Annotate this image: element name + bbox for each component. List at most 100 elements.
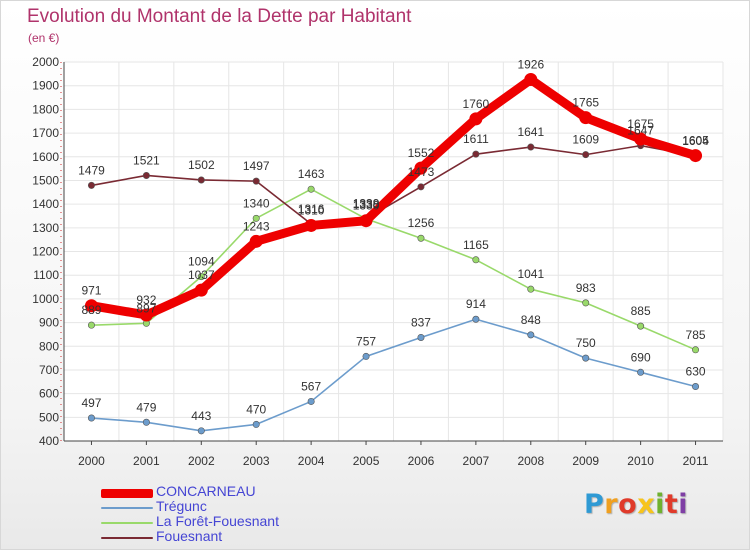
data-label: 750 <box>576 336 596 350</box>
legend-label-la-foret-fouesnant: La Forêt-Fouesnant <box>156 513 279 529</box>
y-tick-label: 1500 <box>32 173 59 187</box>
x-tick-label: 2003 <box>243 454 270 468</box>
logo-letter: P <box>584 489 605 520</box>
data-label: 983 <box>576 281 596 295</box>
data-point <box>582 354 590 362</box>
y-tick-label: 600 <box>39 387 59 401</box>
data-point <box>87 181 95 189</box>
y-tick-label: 1700 <box>32 126 59 140</box>
data-point <box>472 150 480 158</box>
y-tick-label: 1300 <box>32 221 59 235</box>
data-point <box>414 161 428 175</box>
data-label: 848 <box>521 313 541 327</box>
data-label: 497 <box>81 396 101 410</box>
data-point <box>582 299 590 307</box>
legend-swatch-la-foret-fouesnant <box>101 522 153 524</box>
data-label: 837 <box>411 315 431 329</box>
data-label: 1604 <box>682 134 709 148</box>
data-point <box>527 331 535 339</box>
data-label: 897 <box>136 301 156 315</box>
data-label: 889 <box>81 303 101 317</box>
data-label: 1675 <box>627 117 654 131</box>
data-label: 1641 <box>517 125 544 139</box>
data-point <box>142 418 150 426</box>
logo-letter: r <box>604 489 619 520</box>
x-tick-label: 2004 <box>298 454 325 468</box>
x-tick-label: 2002 <box>188 454 215 468</box>
data-point <box>582 151 590 159</box>
y-tick-label: 400 <box>39 434 59 448</box>
data-label: 479 <box>136 400 156 414</box>
data-label: 1243 <box>243 219 270 233</box>
legend: CONCARNEAU Trégunc La Forêt-Fouesnant Fo… <box>101 483 361 545</box>
data-point <box>634 132 648 146</box>
data-point <box>87 414 95 422</box>
y-tick-label: 1000 <box>32 292 59 306</box>
x-tick-label: 2009 <box>572 454 599 468</box>
data-label: 1497 <box>243 159 270 173</box>
y-tick-label: 1200 <box>32 245 59 259</box>
data-label: 932 <box>136 293 156 307</box>
data-label: 1611 <box>463 132 489 146</box>
data-point <box>307 185 315 193</box>
data-label: 1521 <box>133 153 160 167</box>
data-label: 1926 <box>517 58 544 72</box>
data-label: 1473 <box>408 165 435 179</box>
data-label: 1310 <box>298 203 325 217</box>
data-point <box>307 397 315 405</box>
legend-item-concarneau: CONCARNEAU <box>101 483 361 500</box>
data-point <box>692 383 700 391</box>
y-tick-label: 2000 <box>32 55 59 69</box>
y-tick-label: 1600 <box>32 150 59 164</box>
data-point <box>304 218 318 232</box>
logo-letter: x <box>637 489 656 520</box>
data-point <box>472 315 480 323</box>
data-label: 1037 <box>188 268 215 282</box>
data-point <box>252 214 260 222</box>
logo-letter: t <box>664 489 679 520</box>
data-label: 885 <box>631 304 651 318</box>
data-point <box>359 214 373 228</box>
logo-letter: i <box>678 489 689 520</box>
x-tick-label: 2007 <box>463 454 490 468</box>
data-point <box>252 420 260 428</box>
data-point <box>417 333 425 341</box>
y-tick-label: 1800 <box>32 102 59 116</box>
legend-label-fouesnant: Fouesnant <box>156 528 223 544</box>
y-tick-label: 800 <box>39 339 59 353</box>
series-concarneau <box>84 73 703 322</box>
data-label: 1330 <box>353 199 380 213</box>
data-point <box>84 299 98 313</box>
data-point <box>527 143 535 151</box>
x-tick-label: 2005 <box>353 454 380 468</box>
logo-letter: o <box>618 489 638 520</box>
data-label: 1552 <box>408 146 435 160</box>
data-point <box>252 177 260 185</box>
data-point <box>362 352 370 360</box>
legend-item-la-foret-fouesnant: La Forêt-Fouesnant <box>101 513 361 530</box>
y-tick-label: 1900 <box>32 79 59 93</box>
data-label: 1041 <box>517 267 544 281</box>
data-point <box>472 256 480 264</box>
data-label: 1765 <box>572 96 599 110</box>
data-label: 1165 <box>463 238 489 252</box>
data-label: 443 <box>191 409 211 423</box>
data-label: 785 <box>686 328 706 342</box>
x-tick-label: 2001 <box>133 454 160 468</box>
series-tr-gunc <box>87 315 700 435</box>
data-point <box>524 73 538 87</box>
data-label: 1094 <box>188 255 215 269</box>
y-tick-label: 1400 <box>32 197 59 211</box>
data-point <box>637 368 645 376</box>
data-label: 1256 <box>408 216 435 230</box>
data-point <box>417 183 425 191</box>
series-line <box>86 75 701 320</box>
legend-swatch-tregunc <box>101 507 153 509</box>
series-line <box>90 144 697 225</box>
chart-subtitle: (en €) <box>28 31 60 45</box>
data-label: 914 <box>466 297 486 311</box>
data-point <box>197 176 205 184</box>
data-point <box>527 285 535 293</box>
